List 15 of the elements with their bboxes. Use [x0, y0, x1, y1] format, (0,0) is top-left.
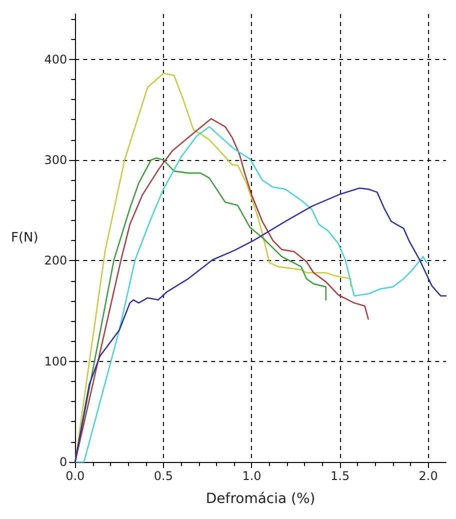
x-tick-label: 0.5 — [154, 469, 173, 483]
x-tick-label: 1.0 — [242, 469, 262, 483]
line-series — [74, 118, 369, 463]
y-tick-label: 200 — [44, 254, 68, 268]
line-series — [74, 126, 428, 463]
x-tick-label: 2.0 — [418, 469, 438, 483]
y-tick-label: 300 — [44, 152, 68, 167]
y-tick-label: 400 — [44, 52, 68, 66]
x-axis-title: Defromácia (%) — [206, 491, 316, 507]
y-tick-label: 100 — [44, 354, 68, 368]
x-tick-label: 1.5 — [330, 469, 350, 483]
y-axis-title: F(N) — [10, 230, 38, 246]
line-series — [74, 72, 352, 463]
x-tick-label: 0.0 — [66, 469, 85, 483]
y-tick-label: 0 — [60, 455, 68, 469]
